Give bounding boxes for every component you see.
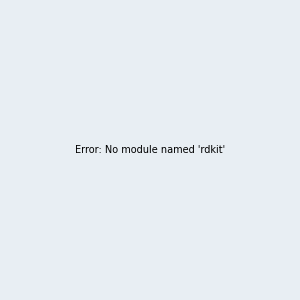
Text: Error: No module named 'rdkit': Error: No module named 'rdkit'	[75, 145, 225, 155]
